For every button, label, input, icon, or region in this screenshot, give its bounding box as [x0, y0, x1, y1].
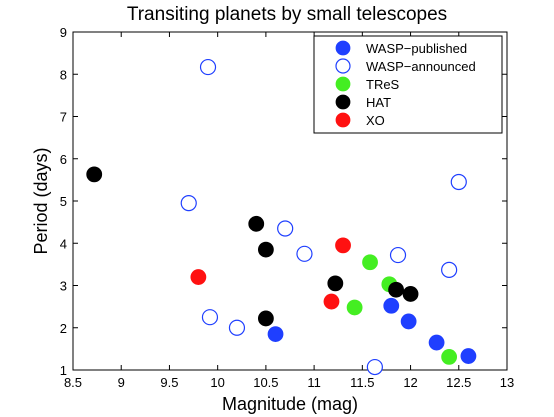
legend-entry: HAT — [366, 95, 391, 110]
y-tick-label: 7 — [60, 110, 67, 125]
data-point — [450, 173, 467, 191]
legend-marker — [335, 58, 351, 74]
x-tick-label: 9.5 — [160, 375, 178, 390]
legend-marker — [335, 112, 351, 128]
y-tick-label: 1 — [60, 363, 67, 378]
data-point — [86, 166, 103, 183]
data-point — [257, 310, 274, 327]
data-point — [335, 237, 351, 254]
legend-entry: WASP−announced — [366, 59, 476, 74]
data-point — [190, 269, 207, 285]
legend-marker — [335, 40, 351, 56]
legend: WASP−published WASP−announced TReS HAT XO — [313, 35, 503, 134]
data-point — [323, 293, 340, 310]
chart-title: Transiting planets by small telescopes — [127, 4, 447, 25]
data-point — [383, 297, 400, 314]
y-tick-label: 6 — [60, 152, 67, 167]
data-point — [180, 195, 197, 212]
y-tick-label: 9 — [60, 25, 67, 40]
data-point — [388, 281, 404, 298]
x-tick-label: 12 — [403, 375, 417, 390]
x-tick-label: 9 — [118, 375, 125, 390]
data-point — [296, 245, 313, 262]
y-tick-label: 8 — [60, 67, 67, 82]
data-point — [267, 326, 284, 342]
series-1 — [180, 58, 467, 376]
x-tick-label: 10.5 — [253, 375, 278, 390]
data-point — [389, 246, 407, 264]
data-point — [228, 319, 246, 336]
data-points — [86, 58, 477, 376]
data-point — [327, 275, 344, 292]
legend-entry: XO — [366, 113, 385, 128]
y-tick-label: 5 — [60, 194, 67, 209]
legend-marker — [335, 94, 351, 110]
legend-entry: WASP−published — [366, 41, 467, 56]
x-tick-label: 10 — [210, 375, 224, 390]
x-tick-label: 11.5 — [350, 375, 374, 390]
y-tick-label: 3 — [60, 279, 67, 294]
x-tick-label: 11 — [307, 375, 321, 390]
data-point — [460, 348, 477, 364]
data-point — [441, 349, 458, 365]
data-point — [201, 309, 219, 326]
data-point — [257, 241, 274, 258]
data-point — [346, 299, 363, 316]
data-point — [402, 286, 419, 302]
data-point — [362, 254, 378, 271]
y-axis-label: Period (days) — [31, 147, 51, 254]
series-0 — [267, 297, 477, 364]
x-tick-label: 12.5 — [446, 375, 471, 390]
x-tick-label: 13 — [500, 375, 514, 390]
x-tick-label: 8.5 — [64, 375, 82, 390]
x-axis-label: Magnitude (mag) — [222, 394, 358, 414]
legend-marker — [335, 76, 351, 92]
series-2 — [346, 254, 458, 365]
data-point — [400, 313, 417, 330]
data-point — [428, 334, 445, 351]
data-point — [248, 215, 265, 232]
series-4 — [190, 237, 351, 310]
data-point — [199, 58, 217, 76]
data-point — [366, 358, 383, 376]
y-tick-label: 2 — [60, 321, 67, 336]
legend-entry: TReS — [366, 77, 400, 92]
y-tick-label: 4 — [60, 236, 67, 251]
series-3 — [86, 166, 419, 327]
data-point — [441, 261, 458, 278]
data-point — [277, 220, 294, 237]
